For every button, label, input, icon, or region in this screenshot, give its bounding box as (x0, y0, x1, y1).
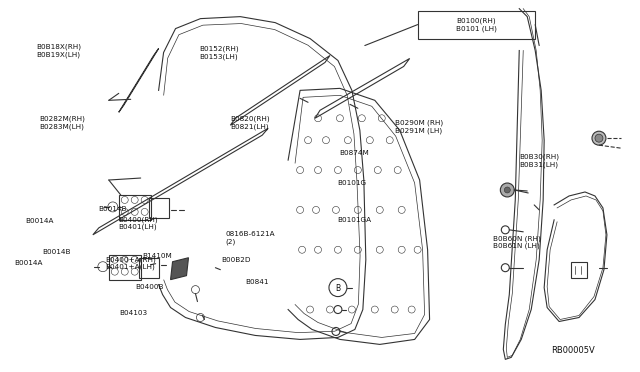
Text: B0014B: B0014B (98, 206, 127, 212)
Text: 0816B-6121A
(2): 0816B-6121A (2) (226, 231, 275, 245)
Text: B0290M (RH)
B0291M (LH): B0290M (RH) B0291M (LH) (396, 120, 444, 134)
Circle shape (504, 187, 510, 193)
Text: B0282M(RH)
B0283M(LH): B0282M(RH) B0283M(LH) (40, 116, 85, 130)
Text: B0014A: B0014A (14, 260, 42, 266)
Text: B0820(RH)
B0821(LH): B0820(RH) B0821(LH) (231, 116, 270, 130)
Text: B0400B: B0400B (135, 284, 164, 290)
Circle shape (592, 131, 606, 145)
Text: B0841: B0841 (244, 279, 268, 285)
Text: B0B30(RH)
B0B31(LH): B0B30(RH) B0B31(LH) (519, 154, 559, 168)
Text: B0400(RH)
B0401(LH): B0400(RH) B0401(LH) (118, 216, 157, 230)
Text: B0101GA: B0101GA (337, 217, 371, 223)
Text: B0152(RH)
B0153(LH): B0152(RH) B0153(LH) (199, 46, 239, 60)
Circle shape (500, 183, 515, 197)
Text: B0B18X(RH)
B0B19X(LH): B0B18X(RH) B0B19X(LH) (36, 44, 81, 58)
Text: B0B60N (RH)
B0B61N (LH): B0B60N (RH) B0B61N (LH) (493, 235, 541, 249)
Text: B0014B: B0014B (43, 249, 71, 255)
Text: B0101G: B0101G (337, 180, 366, 186)
Text: B04103: B04103 (119, 310, 147, 316)
Text: B: B (335, 284, 340, 293)
Text: B0874M: B0874M (339, 150, 369, 155)
Text: RB00005V: RB00005V (551, 346, 595, 355)
Text: B0400+A(RH)
B0401+A(LH): B0400+A(RH) B0401+A(LH) (105, 256, 156, 270)
Text: B0014A: B0014A (26, 218, 54, 224)
Circle shape (595, 134, 603, 142)
Text: B00B2D: B00B2D (221, 257, 251, 263)
Text: B0100(RH)
B0101 (LH): B0100(RH) B0101 (LH) (456, 17, 497, 32)
Text: B1410M: B1410M (143, 253, 173, 259)
Bar (418, 11, 535, 39)
Polygon shape (171, 258, 189, 280)
